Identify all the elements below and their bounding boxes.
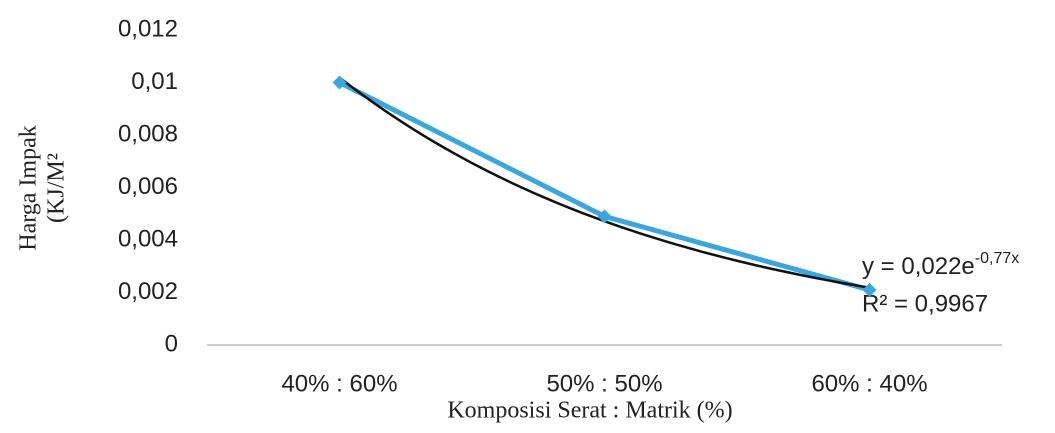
- y-tick-label: 0,008: [118, 120, 178, 147]
- trend-equation: y = 0,022e-0,77x: [862, 250, 1019, 280]
- x-tick-label: 40% : 60%: [281, 370, 397, 397]
- trend-r2: R² = 0,9967: [862, 290, 988, 317]
- y-tick-label: 0,006: [118, 173, 178, 200]
- y-tick-label: 0,002: [118, 278, 178, 305]
- y-tick-label: 0,004: [118, 225, 178, 252]
- data-marker: [597, 209, 612, 224]
- x-tick-label: 60% : 40%: [811, 370, 927, 397]
- x-tick-label: 50% : 50%: [546, 370, 662, 397]
- data-marker: [862, 282, 877, 297]
- y-axis-title: (KJ/M²: [44, 153, 70, 223]
- trend-equation-base: y = 0,022e: [862, 253, 975, 280]
- y-axis-title: Harga Impak: [16, 125, 42, 251]
- data-line: [338, 80, 871, 293]
- y-tick-label: 0,01: [131, 68, 178, 95]
- data-marker: [332, 75, 347, 90]
- trendline: [338, 76, 870, 289]
- x-axis-title: Komposisi Serat : Matrik (%): [447, 398, 732, 424]
- y-tick-label: 0,012: [118, 15, 178, 42]
- trend-equation-exponent: -0,77x: [975, 250, 1019, 267]
- y-tick-label: 0: [165, 330, 178, 357]
